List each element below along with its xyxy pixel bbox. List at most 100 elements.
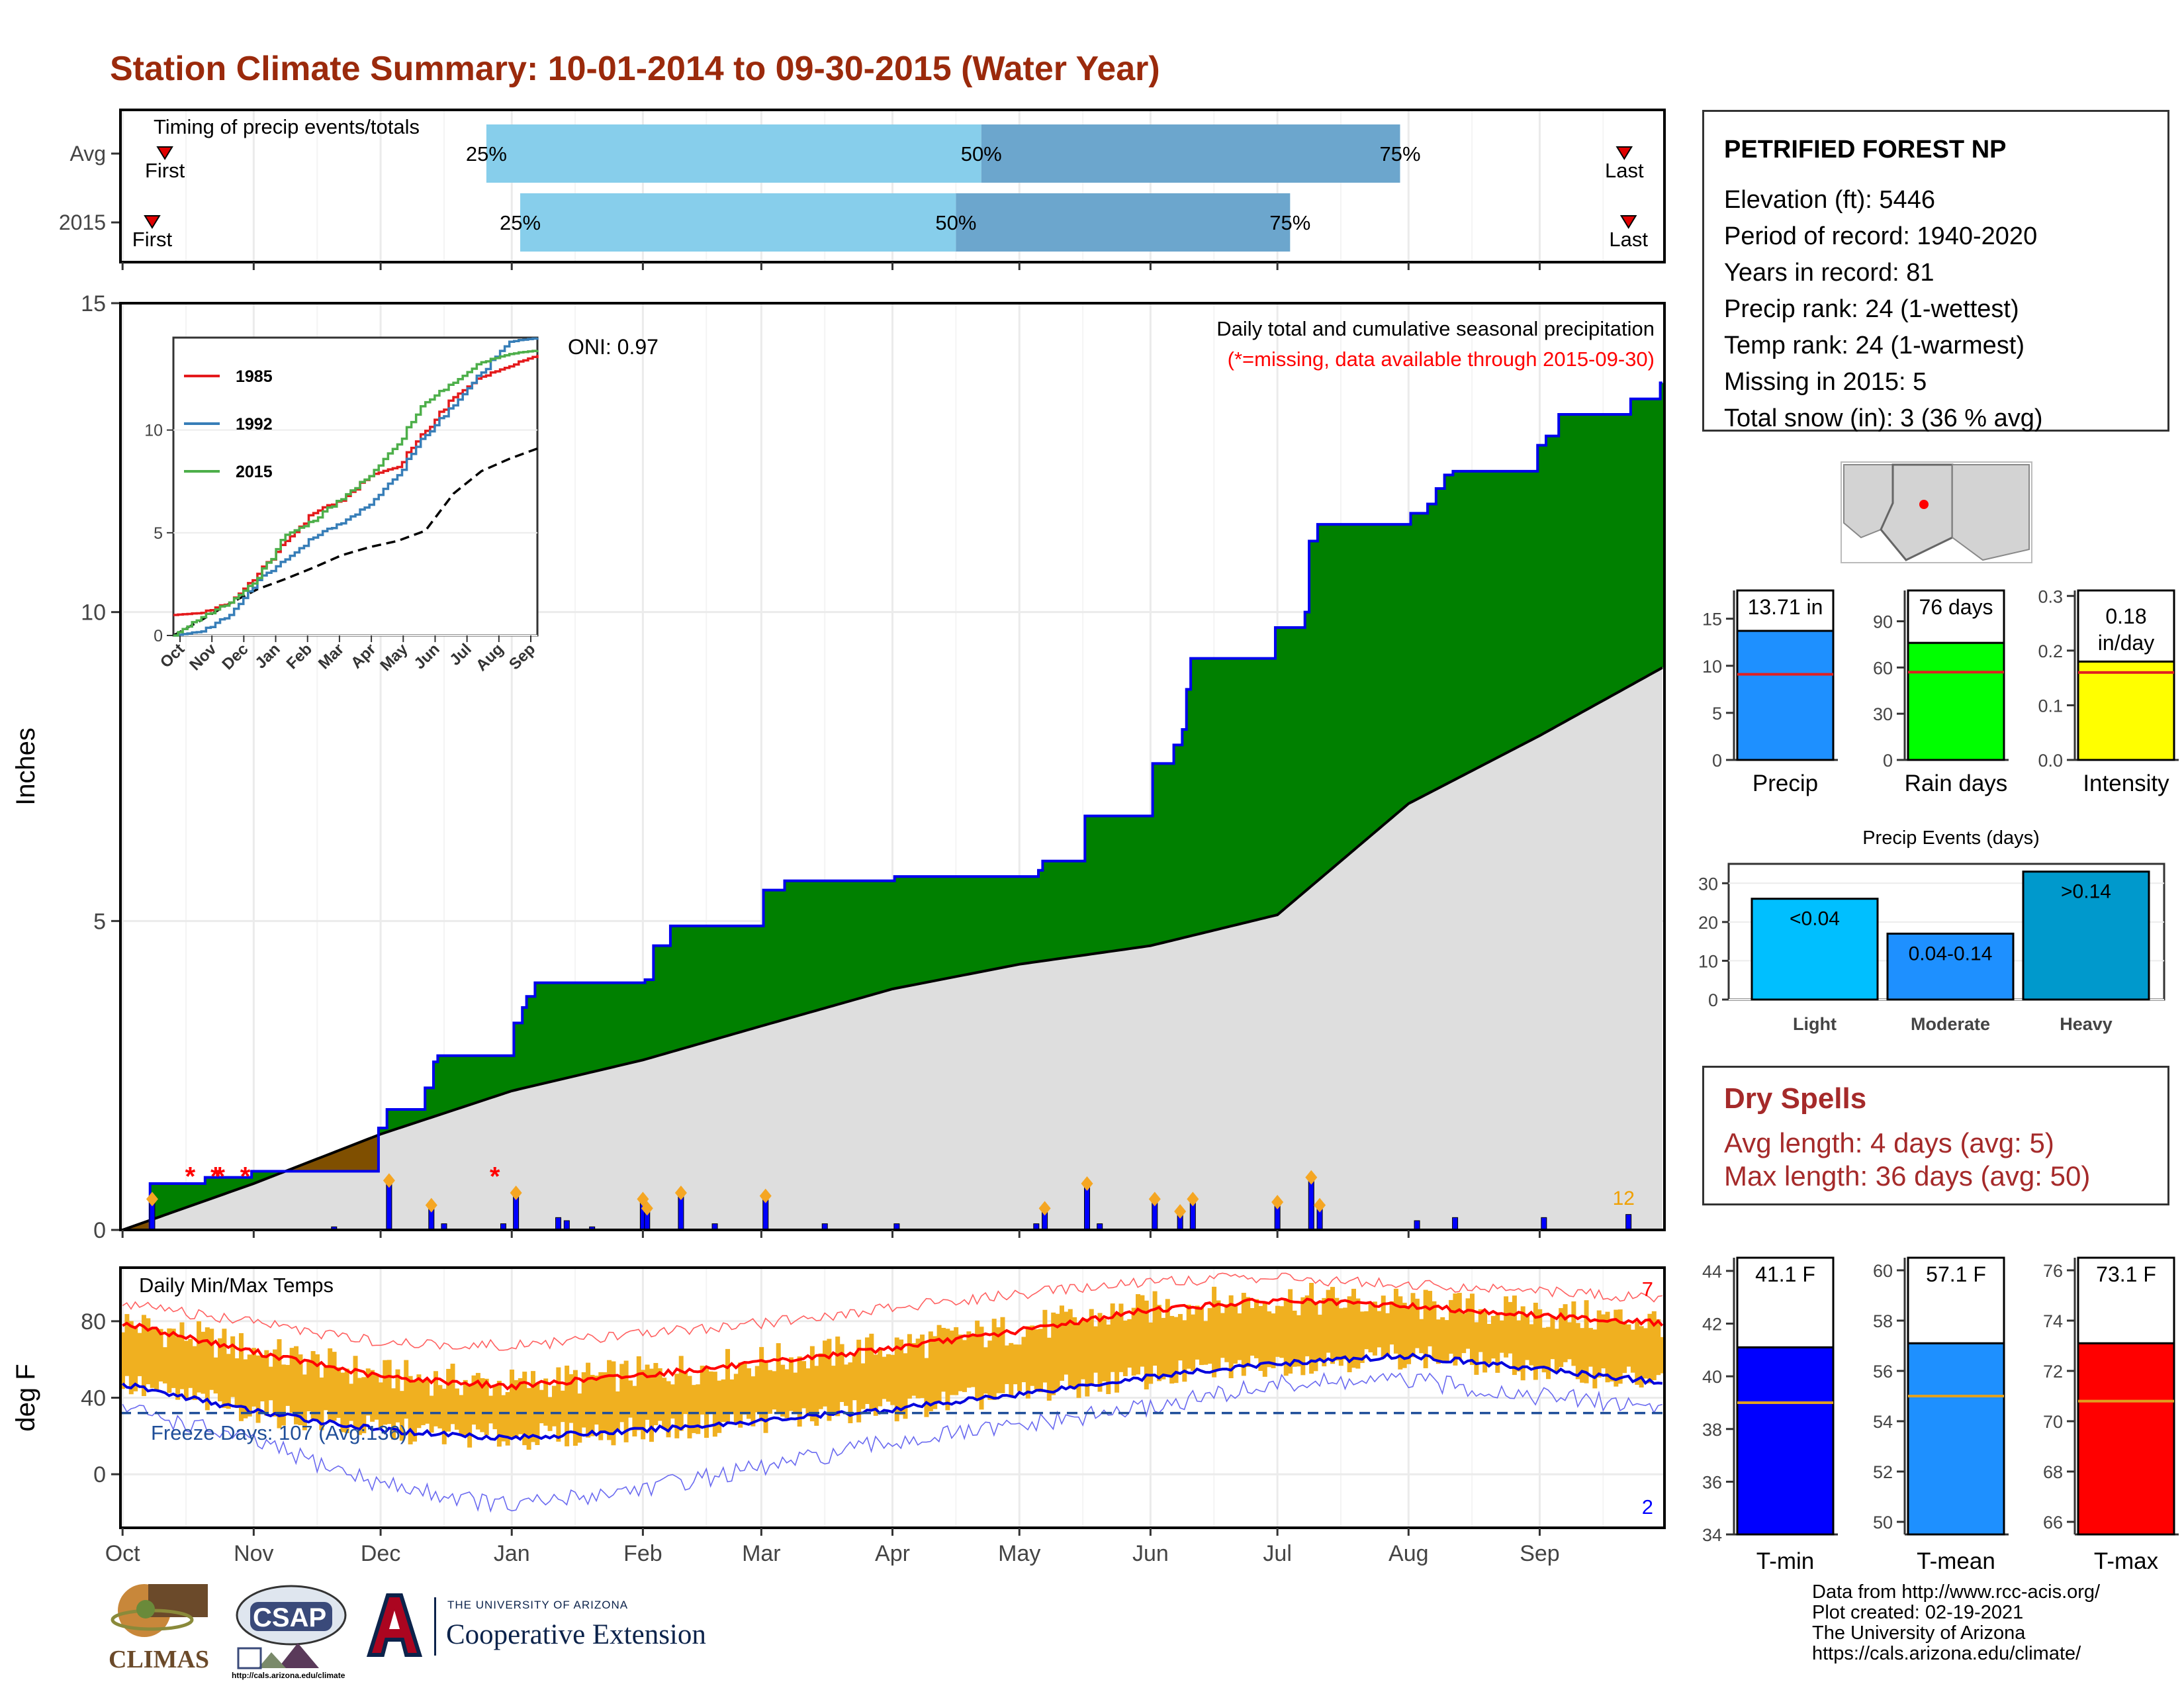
daily-temp-bar bbox=[632, 1385, 637, 1437]
daily-temp-bar bbox=[1262, 1301, 1267, 1377]
daily-temp-bar bbox=[1216, 1300, 1221, 1371]
daily-temp-bar bbox=[1351, 1288, 1356, 1368]
climas-logo-graphic bbox=[111, 1584, 208, 1637]
daily-temp-bar bbox=[1490, 1316, 1496, 1359]
daily-temp-bar bbox=[1469, 1293, 1475, 1365]
daily-temp-bar bbox=[1626, 1324, 1631, 1367]
daily-temp-bar bbox=[1101, 1319, 1107, 1382]
events-bar-label: >0.14 bbox=[2061, 881, 2111, 903]
heavy-event-count: 12 bbox=[1613, 1188, 1635, 1209]
daily-temp-bar bbox=[209, 1329, 214, 1390]
summary-temp-ytick-label: 52 bbox=[1873, 1462, 1893, 1482]
daily-temp-bar bbox=[1156, 1305, 1161, 1382]
timing-label-50: 50% bbox=[961, 142, 1002, 165]
daily-temp-bar bbox=[1567, 1322, 1572, 1360]
events-bar bbox=[1886, 932, 2015, 1001]
daily-temp-bar bbox=[1317, 1315, 1322, 1362]
daily-temp-bar bbox=[547, 1397, 553, 1431]
daily-temp-bar bbox=[162, 1347, 167, 1383]
summary-precip-bar bbox=[1907, 641, 2005, 761]
heavy-event-marker bbox=[1148, 1192, 1161, 1207]
timing-last-label: Last bbox=[1609, 228, 1648, 251]
daily-temp-bar bbox=[408, 1376, 413, 1444]
summary-temp-ytick-label: 60 bbox=[1873, 1261, 1893, 1281]
summary-precip-bar bbox=[1736, 630, 1835, 761]
summary-precip-ytick-label: 15 bbox=[1702, 610, 1722, 630]
station-location-dot bbox=[1919, 500, 1929, 509]
daily-temp-bar bbox=[1165, 1299, 1170, 1375]
daily-temp-bar bbox=[285, 1364, 291, 1406]
daily-temp-bar bbox=[1059, 1305, 1064, 1381]
daily-temp-bar bbox=[924, 1358, 929, 1417]
daily-temp-bar bbox=[1372, 1301, 1377, 1356]
daily-temp-bar bbox=[1304, 1295, 1310, 1356]
daily-temp-bar bbox=[120, 1332, 125, 1389]
daily-temp-bar bbox=[962, 1340, 967, 1392]
events-ytick-label: 0 bbox=[1708, 990, 1718, 1010]
daily-temp-bar bbox=[949, 1331, 954, 1395]
timing-xticks bbox=[121, 262, 1541, 270]
precip-ytick-label: 10 bbox=[81, 600, 106, 626]
heavy-event-marker bbox=[759, 1188, 772, 1203]
daily-temp-bar bbox=[475, 1373, 480, 1430]
events-bar-label: <0.04 bbox=[1790, 908, 1840, 930]
daily-temp-bar bbox=[273, 1349, 278, 1417]
daily-temp-bar bbox=[1288, 1289, 1293, 1374]
daily-temp-bar bbox=[1241, 1293, 1246, 1376]
summary-temp-ytick-label: 70 bbox=[2043, 1412, 2063, 1432]
daily-temp-bar bbox=[1072, 1317, 1077, 1389]
summary-temp-ytick-label: 40 bbox=[1702, 1367, 1722, 1387]
summary-temp-ytick-label: 34 bbox=[1702, 1525, 1722, 1545]
summary-temp-ytick-label: 36 bbox=[1702, 1472, 1722, 1492]
daily-temp-bar bbox=[1398, 1296, 1403, 1370]
csap-logo: CSAP http://cals.arizona.edu/climate bbox=[232, 1582, 351, 1681]
daily-temp-bar bbox=[471, 1375, 477, 1425]
daily-temp-bar bbox=[1457, 1293, 1462, 1360]
daily-temp-bar bbox=[1110, 1303, 1115, 1372]
daily-temp-bar bbox=[763, 1362, 768, 1433]
daily-temp-bar bbox=[1034, 1329, 1039, 1389]
summary-temp-value-label: 57.1 F bbox=[1926, 1262, 1986, 1286]
daily-temp-bar bbox=[1338, 1308, 1343, 1366]
daily-temp-bar bbox=[463, 1380, 468, 1436]
daily-temp-bar bbox=[556, 1367, 561, 1442]
daily-temp-bar bbox=[1085, 1319, 1090, 1397]
heavy-event-marker bbox=[1174, 1204, 1187, 1219]
summary-temp-value-label: 73.1 F bbox=[2096, 1262, 2156, 1286]
events-bar bbox=[2022, 870, 2150, 1001]
daily-temp-bar bbox=[374, 1374, 379, 1420]
daily-temp-bar bbox=[818, 1353, 823, 1409]
month-label: Dec bbox=[361, 1541, 400, 1566]
summary-precip-label-box bbox=[1736, 589, 1835, 632]
daily-temp-bar bbox=[1533, 1302, 1538, 1380]
daily-temp-bar bbox=[903, 1353, 908, 1419]
daily-temp-bar bbox=[488, 1395, 494, 1424]
daily-temp-bar bbox=[966, 1331, 972, 1388]
daily-temp-bar bbox=[175, 1336, 181, 1400]
summary-precip-ytick-label: 0.3 bbox=[2038, 586, 2063, 606]
daily-temp-bar bbox=[920, 1335, 925, 1398]
daily-temp-bar bbox=[1504, 1296, 1509, 1358]
daily-temp-bar bbox=[247, 1354, 252, 1417]
summary-temp-ytick-label: 44 bbox=[1702, 1262, 1722, 1282]
ua-block-a-icon bbox=[366, 1593, 422, 1657]
daily-temp-bar bbox=[1300, 1297, 1306, 1376]
daily-temp-bar bbox=[945, 1329, 950, 1411]
daily-temp-bar bbox=[171, 1329, 176, 1388]
events-bar-label: 0.04-0.14 bbox=[1909, 943, 1993, 964]
daily-temp-bar bbox=[1038, 1329, 1044, 1393]
daily-temp-bar bbox=[1068, 1309, 1073, 1387]
daily-temp-bar bbox=[1520, 1306, 1525, 1381]
daily-temp-bar bbox=[1423, 1289, 1428, 1368]
daily-temp-bar bbox=[641, 1370, 646, 1440]
daily-temp-bar bbox=[1140, 1295, 1145, 1367]
daily-temp-bar bbox=[518, 1378, 523, 1434]
daily-temp-bar bbox=[607, 1360, 612, 1440]
climas-text: CLIMAS bbox=[109, 1646, 210, 1673]
daily-temp-bar bbox=[1495, 1315, 1500, 1373]
climas-logo: CLIMAS bbox=[106, 1579, 218, 1678]
daily-temp-bar bbox=[954, 1327, 959, 1395]
daily-temp-bar bbox=[302, 1374, 307, 1430]
daily-temp-bar bbox=[827, 1338, 832, 1421]
